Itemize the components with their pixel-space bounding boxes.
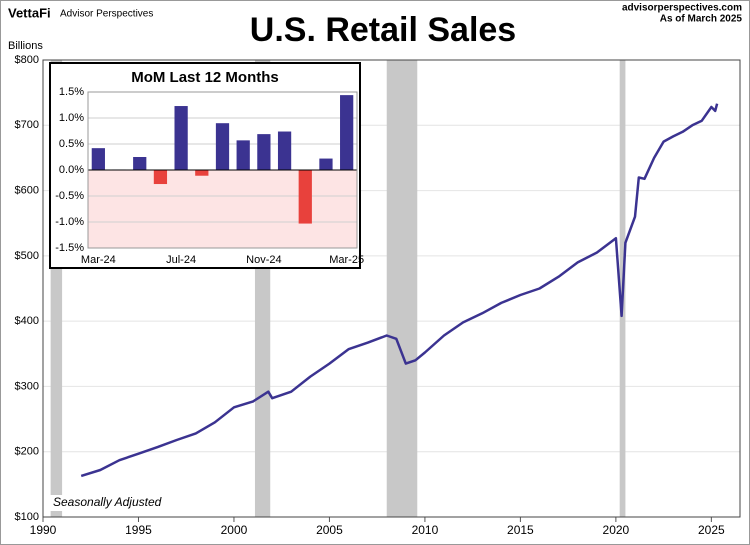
y-tick-label: 0.0%	[59, 164, 84, 176]
logo-subtitle: Advisor Perspectives	[60, 9, 153, 20]
y-tick-label: 1.0%	[59, 112, 84, 124]
bar	[133, 157, 147, 170]
inset-title: MoM Last 12 Months	[131, 69, 279, 86]
annotation-bg	[49, 495, 161, 511]
y-tick-label: -0.5%	[55, 190, 84, 202]
bar	[277, 131, 292, 170]
bar	[91, 148, 105, 170]
logo: VettaFi	[8, 5, 51, 20]
x-tick-label: Jul-24	[166, 254, 196, 266]
bar	[174, 106, 188, 170]
x-tick-label: 2015	[507, 523, 534, 537]
y-tick-label: $500	[15, 250, 39, 262]
recession-band	[50, 60, 63, 517]
plot-border	[42, 59, 741, 518]
x-tick-label: 2000	[221, 523, 248, 537]
y-tick-label: $600	[15, 184, 39, 196]
x-tick-label: 2005	[316, 523, 343, 537]
bar	[257, 134, 271, 170]
y-tick-label: $200	[15, 446, 39, 458]
bar	[236, 140, 250, 170]
x-tick-label: Mar-25	[329, 254, 364, 266]
y-tick-label: $400	[15, 315, 39, 327]
annotation: Seasonally Adjusted	[53, 495, 162, 509]
inset-plot-border	[87, 91, 358, 249]
bar	[153, 170, 168, 185]
x-tick-label: 1995	[125, 523, 152, 537]
y-axis-label: Billions	[8, 40, 43, 52]
x-tick-label: Mar-24	[81, 254, 116, 266]
x-tick-label: 1990	[30, 523, 57, 537]
bar	[195, 170, 209, 176]
bar	[319, 158, 333, 170]
x-tick-label: Nov-24	[246, 254, 281, 266]
chart-title: U.S. Retail Sales	[250, 11, 516, 49]
y-tick-label: $100	[15, 511, 39, 523]
y-tick-label: $800	[15, 54, 39, 66]
y-tick-label: 1.5%	[59, 86, 84, 98]
y-tick-label: $300	[15, 380, 39, 392]
bar	[298, 170, 312, 224]
y-tick-label: -1.5%	[55, 242, 84, 254]
negative-shade	[88, 170, 357, 248]
data-line	[80, 103, 719, 478]
bar	[340, 95, 354, 170]
x-tick-label: 2010	[412, 523, 439, 537]
bar	[215, 123, 230, 170]
recession-band	[386, 60, 418, 517]
site: advisorperspectives.com	[622, 3, 742, 14]
x-tick-label: 2020	[603, 523, 630, 537]
date-note: As of March 2025	[660, 14, 743, 25]
y-tick-label: $700	[15, 119, 39, 131]
y-tick-label: 0.5%	[59, 138, 84, 150]
y-tick-label: -1.0%	[55, 216, 84, 228]
x-tick-label: 2025	[698, 523, 725, 537]
